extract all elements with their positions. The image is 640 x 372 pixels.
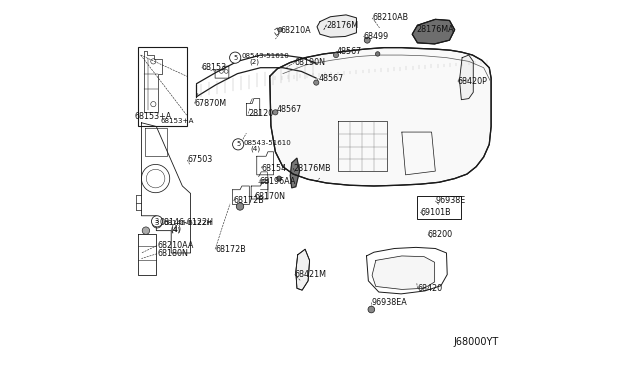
Text: 68172B: 68172B [215,245,246,254]
Text: 48567: 48567 [337,47,362,56]
Polygon shape [296,249,310,290]
Circle shape [364,37,370,43]
Polygon shape [291,158,300,188]
Text: 68200: 68200 [428,230,453,239]
Circle shape [368,306,374,313]
Text: 69101B: 69101B [420,208,451,217]
Text: 96938E: 96938E [435,196,465,205]
Text: 68170N: 68170N [255,192,286,201]
Text: 08146-6122H: 08146-6122H [159,218,213,227]
Text: 68180N: 68180N [157,249,188,258]
Text: 28176M: 28176M [326,21,359,30]
Text: 5: 5 [233,55,237,61]
Circle shape [273,110,278,115]
Text: 68196AA: 68196AA [260,177,296,186]
Text: (2): (2) [250,58,259,65]
Text: 68210AB: 68210AB [372,13,408,22]
Text: (4): (4) [170,227,180,233]
Text: 68420P: 68420P [458,77,488,86]
Polygon shape [372,256,435,289]
Circle shape [152,216,163,227]
Circle shape [314,80,319,85]
Circle shape [142,227,150,234]
Text: 68153: 68153 [202,63,227,72]
Text: 3: 3 [155,220,159,226]
Text: 68420: 68420 [417,284,443,293]
Polygon shape [317,15,356,37]
Text: 68210AA: 68210AA [157,241,193,250]
Circle shape [278,28,282,32]
Text: 5: 5 [236,141,240,147]
Text: (4): (4) [170,225,182,234]
Text: 67870M: 67870M [195,99,227,108]
Circle shape [232,139,244,150]
Text: 3: 3 [155,218,159,224]
Circle shape [276,176,282,181]
Text: 68499: 68499 [364,32,388,41]
Circle shape [230,52,241,63]
Text: 68421M: 68421M [294,270,326,279]
Bar [138,46,187,126]
Text: (4): (4) [250,145,260,152]
Text: J68000YT: J68000YT [453,337,499,347]
Circle shape [376,52,380,56]
Text: 68154: 68154 [262,164,287,173]
Text: 68172B: 68172B [234,196,264,205]
Text: 67503: 67503 [187,155,212,164]
Polygon shape [460,55,473,100]
Text: 68210A: 68210A [280,26,311,35]
Text: 48567: 48567 [277,105,302,114]
Text: 08146-6122H: 08146-6122H [163,220,212,226]
Text: 68190N: 68190N [294,58,326,67]
Bar [417,196,461,219]
Text: 08543-51610: 08543-51610 [242,53,290,59]
Polygon shape [412,19,454,44]
Text: 28176MA: 28176MA [417,25,454,34]
Text: 28120: 28120 [248,109,273,118]
Circle shape [333,52,339,58]
Text: 08543-51610: 08543-51610 [244,140,291,146]
Circle shape [236,203,244,210]
Text: 68153+A: 68153+A [161,118,195,124]
Text: 28176MB: 28176MB [293,164,331,173]
Text: 48567: 48567 [318,74,344,83]
Text: 68153+A: 68153+A [134,112,172,121]
Text: 96938EA: 96938EA [371,298,407,307]
Polygon shape [270,48,491,186]
